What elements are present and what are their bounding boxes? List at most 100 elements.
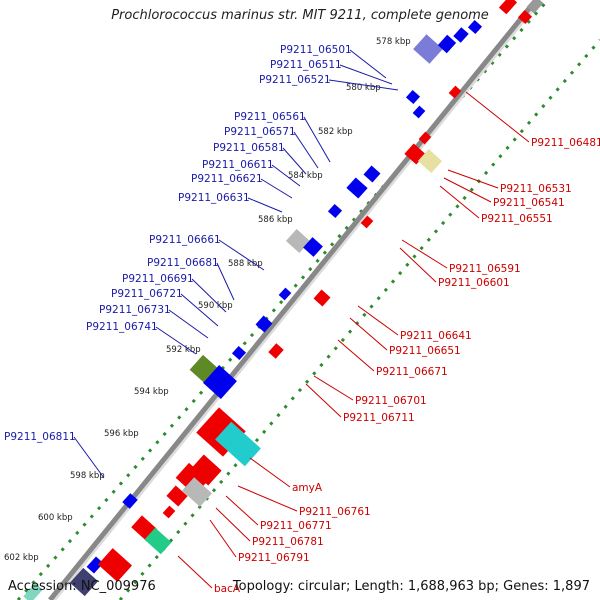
forward-gene-7: [363, 165, 381, 183]
leader-line: [293, 131, 319, 169]
inner-tick-track: [16, 0, 550, 600]
forward-gene-1: [437, 34, 457, 54]
leader-line: [215, 507, 251, 542]
leader-line: [399, 247, 437, 283]
leader-line: [282, 147, 307, 175]
forward-gene-6: [346, 177, 368, 199]
forward-gene-19: [23, 582, 43, 600]
gene-label: P9211_06631: [178, 192, 250, 204]
reverse-gene-22: [517, 9, 533, 25]
leader-line: [349, 49, 387, 79]
reverse-gene-27: [313, 289, 331, 307]
leader-line: [237, 485, 298, 512]
reverse-gene-26: [360, 215, 374, 229]
leader-line: [249, 457, 291, 488]
leader-line: [191, 278, 227, 313]
reverse-gene-34: [166, 485, 188, 507]
leader-line: [216, 262, 235, 301]
gene-label: P9211_06641: [400, 330, 472, 342]
reverse-gene-33: [182, 477, 212, 507]
kbp-tick-label: 594 kbp: [134, 387, 169, 397]
forward-gene-13: [231, 345, 247, 361]
forward-gene-5: [412, 105, 426, 119]
leader-line: [271, 164, 301, 187]
gene-label: P9211_06501: [280, 44, 352, 56]
gene-label: P9211_06611: [202, 159, 274, 171]
reverse-gene-39: [448, 85, 462, 99]
gene-label: P9211_06601: [438, 277, 510, 289]
gene-label: P9211_06571: [224, 126, 296, 138]
reverse-gene-30: [215, 421, 261, 467]
genome-backbone: [48, 0, 538, 600]
gene-label: P9211_06781: [252, 536, 324, 548]
map-title: Prochlorococcus marinus str. MIT 9211, c…: [111, 8, 489, 23]
gene-label: P9211_06761: [299, 506, 371, 518]
reverse-gene-28: [268, 343, 284, 359]
gene-label: P9211_06511: [270, 59, 342, 71]
genome-summary-text: Topology: circular; Length: 1,688,963 bp…: [232, 579, 590, 594]
leader-line: [328, 79, 399, 91]
kbp-tick-label: 590 kbp: [198, 301, 233, 311]
gene-label: P9211_06691: [122, 273, 194, 285]
reverse-gene-37: [97, 548, 133, 582]
leader-line: [447, 169, 499, 189]
gene-label: P9211_06701: [355, 395, 427, 407]
leader-line: [349, 317, 388, 351]
forward-gene-15: [203, 365, 237, 399]
gene-label: P9211_06541: [493, 197, 565, 209]
kbp-tick-label: 598 kbp: [70, 471, 105, 481]
gene-label: P9211_06651: [389, 345, 461, 357]
gene-label: P9211_06621: [191, 173, 263, 185]
leader-line: [401, 239, 448, 269]
leader-line: [339, 64, 393, 85]
reverse-gene-24: [417, 149, 443, 173]
leader-line: [260, 178, 293, 199]
reverse-gene-21: [526, 0, 544, 14]
kbp-tick-label: 596 kbp: [104, 429, 139, 439]
leader-line: [357, 305, 399, 336]
leader-line: [313, 375, 354, 401]
gene-label: P9211_06671: [376, 366, 448, 378]
kbp-tick-label: 600 kbp: [38, 513, 73, 523]
forward-gene-10: [303, 237, 323, 257]
outer-tick-track: [118, 39, 600, 600]
leader-line: [155, 326, 197, 355]
reverse-gene-25: [418, 131, 432, 145]
gene-label: P9211_06481: [531, 137, 600, 149]
forward-gene-16: [122, 493, 138, 509]
leader-line: [168, 309, 209, 339]
leader-line: [218, 239, 265, 271]
forward-gene-2: [453, 27, 469, 43]
forward-gene-11: [278, 287, 292, 301]
kbp-tick-label: 578 kbp: [376, 37, 411, 47]
leader-line: [180, 293, 219, 327]
gene-label: P9211_06591: [449, 263, 521, 275]
leader-line: [209, 519, 237, 558]
gene-label: P9211_06561: [234, 111, 306, 123]
reverse-gene-32: [190, 454, 222, 486]
gene-label: P9211_06791: [238, 552, 310, 564]
forward-gene-18: [69, 567, 99, 597]
leader-line: [443, 177, 492, 203]
gene-label: P9211_06771: [260, 520, 332, 532]
leader-line: [305, 383, 342, 418]
gene-label: P9211_06581: [213, 142, 285, 154]
forward-gene-8: [327, 203, 343, 219]
kbp-tick-label: 586 kbp: [258, 215, 293, 225]
gene-label: P9211_06531: [500, 183, 572, 195]
leader-line: [225, 495, 259, 526]
gene-label: P9211_06521: [259, 74, 331, 86]
forward-gene-17: [86, 556, 104, 574]
kbp-tick-label: 584 kbp: [288, 171, 323, 181]
kbp-tick-label: 592 kbp: [166, 345, 201, 355]
gene-label: P9211_06811: [4, 431, 76, 443]
gene-label: P9211_06711: [343, 412, 415, 424]
kbp-tick-label: 588 kbp: [228, 259, 263, 269]
kbp-tick-label: 580 kbp: [346, 83, 381, 93]
kbp-tick-label: 602 kbp: [4, 553, 39, 563]
accession-text: Accession: NC_009976: [8, 579, 156, 594]
gene-label: P9211_06661: [149, 234, 221, 246]
gene-label: P9211_06741: [86, 321, 158, 333]
